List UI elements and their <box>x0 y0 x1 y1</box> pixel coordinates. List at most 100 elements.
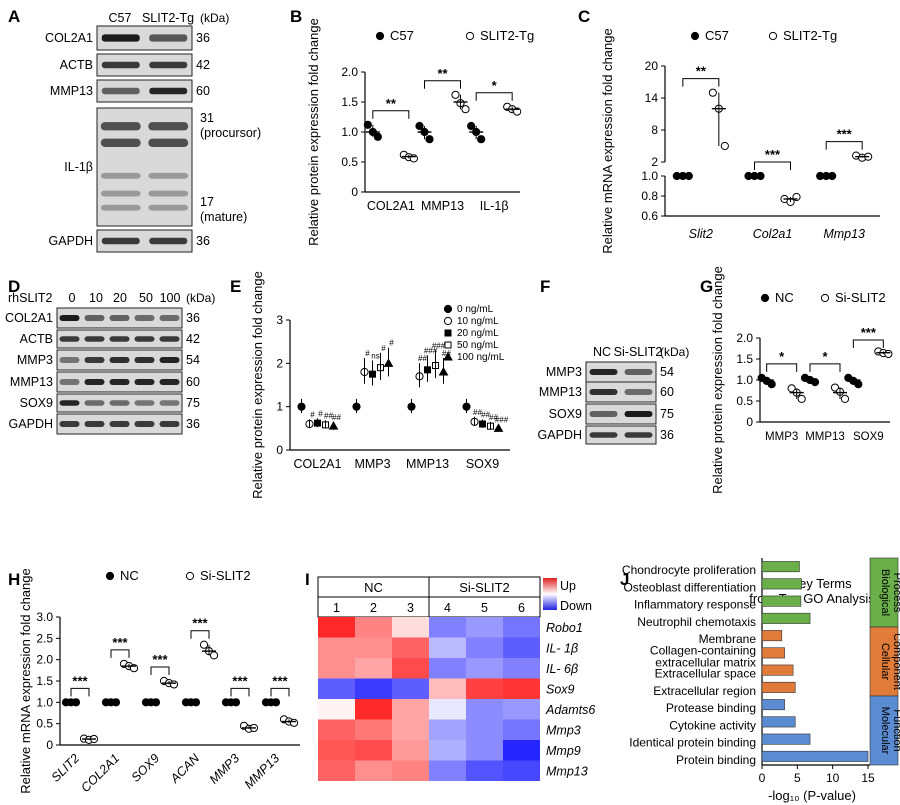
heatmap-cell <box>429 678 466 699</box>
heatmap-cell <box>429 719 466 740</box>
significance-bracket <box>110 649 130 658</box>
y-tick-label: 2.5 <box>36 631 53 645</box>
heatmap-cell <box>466 617 503 638</box>
blot-band <box>84 315 105 321</box>
data-point <box>828 171 837 181</box>
data-point <box>451 90 460 99</box>
category-strip <box>869 695 899 766</box>
blot-band <box>59 336 80 342</box>
group-label: NC <box>364 580 383 595</box>
heatmap-cell <box>392 699 429 720</box>
y-tick-label: 0.6 <box>641 209 658 223</box>
blot-strip <box>585 403 657 425</box>
legend-label: Si-SLIT2 <box>835 290 886 305</box>
y-tick-label: 0 <box>351 185 358 199</box>
band-kda: 60 <box>186 375 200 389</box>
significance-label: *** <box>192 616 208 631</box>
y-tick-label: 2.0 <box>736 331 753 345</box>
data-point <box>708 88 717 97</box>
lane-label: 100 <box>160 291 181 305</box>
blot-band <box>148 138 189 147</box>
bar-label: Extracellular region <box>653 684 756 698</box>
legend-label: NC <box>120 568 139 583</box>
blot-band <box>159 400 180 406</box>
band-label: COL2A1 <box>5 311 53 325</box>
x-tick-label: COL2A1 <box>78 751 122 795</box>
bar-label: Chondrocyte proliferation <box>622 563 756 577</box>
row-label: Mmp3 <box>546 724 581 738</box>
blot-band <box>84 336 105 342</box>
data-point <box>467 121 476 131</box>
blot-strip <box>96 229 193 253</box>
heatmap-cell <box>355 637 392 658</box>
data-point <box>375 31 385 41</box>
significance-label: * <box>492 78 498 93</box>
blot-band <box>134 400 155 406</box>
x-tick-label: COL2A1 <box>367 199 415 213</box>
column-label: 6 <box>518 601 525 615</box>
heatmap-cell <box>318 719 355 740</box>
data-point <box>185 571 195 581</box>
bar <box>761 647 785 659</box>
blot-band <box>149 61 188 69</box>
data-point <box>820 293 830 303</box>
x-tick-label: Slit2 <box>689 227 713 241</box>
blot-band <box>134 421 155 427</box>
group-label: Si-SLIT2 <box>459 580 510 595</box>
blot-band <box>159 315 180 321</box>
x-tick-label: MMP13 <box>421 199 464 213</box>
data-point <box>415 121 424 131</box>
panel-letter-E: E <box>230 277 241 296</box>
legend-label: 20 ng/mL <box>457 328 499 339</box>
data-point <box>199 640 209 649</box>
bar <box>761 716 796 728</box>
significance-label: * <box>779 349 785 364</box>
heatmap-cell <box>318 678 355 699</box>
data-point <box>363 120 372 129</box>
bar <box>761 595 802 607</box>
significance-label: *** <box>72 673 88 688</box>
band-label: MMP3 <box>546 365 582 379</box>
y-tick-label: 2 <box>276 356 283 370</box>
y-tick-label: 0 <box>746 415 753 429</box>
blot-band <box>624 369 653 375</box>
blot-band <box>109 315 130 321</box>
heatmap-cell <box>429 760 466 781</box>
data-point <box>684 171 693 181</box>
x-tick-label: 5 <box>794 771 801 785</box>
significance-label: *** <box>232 673 248 688</box>
band-label: MMP13 <box>539 385 582 399</box>
significance-bracket <box>766 363 798 372</box>
y-tick-label: 1.0 <box>641 169 658 183</box>
x-tick-label: COL2A1 <box>294 457 342 471</box>
data-point <box>444 341 452 349</box>
x-tick-label: MMP3 <box>765 431 798 443</box>
column-label: 2 <box>370 601 377 615</box>
legend-label: SLIT2-Tg <box>480 28 534 43</box>
band-note: (mature) <box>200 210 247 224</box>
data-point <box>854 380 863 389</box>
significance-bracket <box>475 92 513 101</box>
y-axis-label: Relative protein expression fold change <box>306 18 321 246</box>
lane-label: C57 <box>109 11 132 25</box>
y-tick-label: 0.5 <box>736 394 753 408</box>
band-kda: 42 <box>196 58 210 72</box>
bar-label: Osteoblast differentiation <box>623 580 756 594</box>
column-label: 4 <box>444 601 451 615</box>
bar-label: Extracellular space <box>655 667 757 681</box>
category-label: Process <box>891 573 900 613</box>
significance-label: # <box>318 409 323 418</box>
y-tick-label: 2.0 <box>36 653 53 667</box>
blot-band <box>100 190 141 197</box>
band-label: COL2A1 <box>45 31 93 45</box>
blot-band <box>148 204 189 211</box>
legend-label: Si-SLIT2 <box>200 568 251 583</box>
band-kda: 31 <box>200 111 214 125</box>
blot-band <box>159 357 180 363</box>
bar <box>761 750 869 762</box>
y-tick-label: 0.5 <box>36 717 53 731</box>
x-tick-label: SOX9 <box>466 457 499 471</box>
row-label: Mmp13 <box>546 765 588 779</box>
